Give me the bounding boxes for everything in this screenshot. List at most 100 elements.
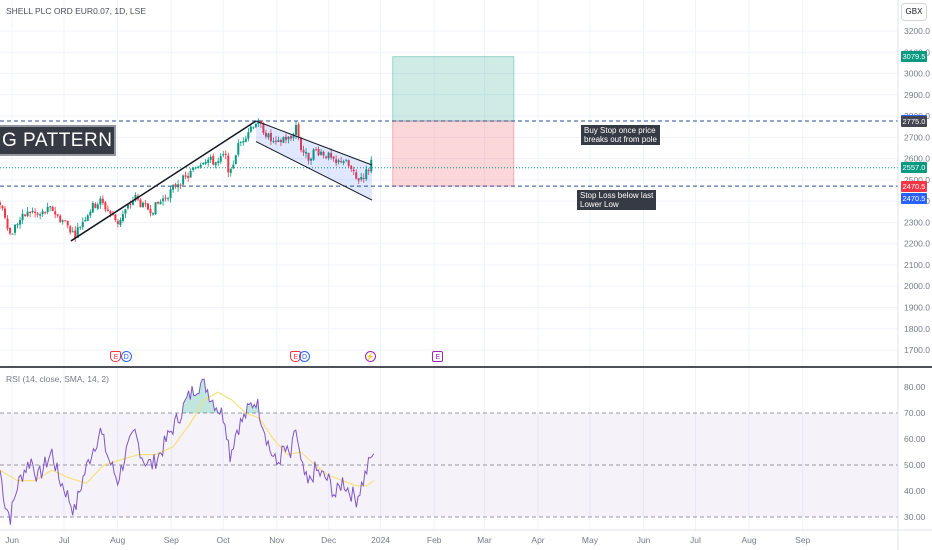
earnings-icon[interactable]: E <box>432 351 444 362</box>
candle-body <box>164 197 167 199</box>
flag-upper-line <box>255 120 373 166</box>
candle-body <box>367 169 370 171</box>
candle-body <box>267 133 270 138</box>
candle-body <box>172 184 175 190</box>
candle-body <box>121 214 124 221</box>
candle-body <box>0 202 1 205</box>
long-position-tool[interactable] <box>392 56 515 187</box>
candle-body <box>184 175 187 177</box>
price-levels <box>0 120 898 187</box>
candle-body <box>86 215 89 221</box>
flag-pattern-drawings[interactable] <box>70 120 373 242</box>
candle-body <box>46 206 49 213</box>
rsi-tick-label: 70.00 <box>904 408 926 418</box>
candle-body <box>357 178 360 181</box>
time-tick-label: Aug <box>742 535 757 545</box>
candle-body <box>159 201 162 205</box>
candle-body <box>16 224 19 226</box>
candle-body <box>322 151 325 156</box>
candle-body <box>249 126 252 132</box>
symbol-header: SHELL PLC ORD EUR0.07, 1D, LSE <box>6 6 146 16</box>
candle-body <box>194 167 197 169</box>
rsi-overbought-fill <box>0 379 374 413</box>
dividend-icon[interactable]: D <box>298 351 310 362</box>
candle-body <box>202 162 205 165</box>
candle-body <box>167 198 170 200</box>
price-tick-label: 2300.0 <box>904 217 930 227</box>
candle-body <box>126 204 129 209</box>
price-tick-label: 1900.0 <box>904 303 930 313</box>
candle-body <box>96 204 99 209</box>
candle-body <box>254 123 257 128</box>
candle-body <box>227 155 230 173</box>
candle-body <box>315 149 318 151</box>
candle-body <box>29 211 32 213</box>
rsi-tick-label: 80.00 <box>904 382 926 392</box>
candle-body <box>204 161 207 164</box>
price-tick-label: 2200.0 <box>904 239 930 249</box>
split-icon[interactable]: ⚡ <box>364 351 376 362</box>
time-tick-label: Aug <box>110 535 125 545</box>
price-tag: 2557.0 <box>901 162 927 174</box>
time-tick-label: Dec <box>321 535 337 545</box>
candle-body <box>69 226 72 233</box>
candle-body <box>262 122 265 134</box>
pattern-label[interactable]: G PATTERN <box>0 125 116 156</box>
candle-body <box>81 221 84 228</box>
price-grid <box>0 0 898 530</box>
flag-pole-line <box>70 120 257 242</box>
candle-body <box>207 159 210 163</box>
candle-body <box>365 169 368 180</box>
candle-body <box>277 140 280 143</box>
candle-body <box>274 140 277 142</box>
time-tick-label: Oct <box>217 535 231 545</box>
candle-body <box>247 132 250 139</box>
candle-body <box>282 137 285 143</box>
time-tick-label: Apr <box>531 535 544 545</box>
candle-body <box>154 202 157 215</box>
candle-body <box>51 206 54 212</box>
candle-body <box>197 166 200 169</box>
time-tick-label: May <box>582 535 599 545</box>
candle-body <box>76 227 79 238</box>
candle-body <box>94 203 97 208</box>
price-tick-label: 2900.0 <box>904 90 930 100</box>
candle-body <box>259 120 262 124</box>
candle-body <box>362 177 365 179</box>
time-tick-label: Jul <box>59 535 70 545</box>
candle-body <box>310 158 313 161</box>
currency-button[interactable]: GBX <box>901 3 927 21</box>
candle-body <box>182 175 185 185</box>
candle-body <box>239 141 242 143</box>
candle-body <box>332 156 335 159</box>
time-tick-label: Mar <box>477 535 492 545</box>
rsi-tick-label: 60.00 <box>904 434 926 444</box>
candle-body <box>11 233 14 235</box>
candle-body <box>295 125 298 135</box>
candle-body <box>111 214 114 216</box>
candle-body <box>49 206 52 208</box>
price-tick-label: 1700.0 <box>904 345 930 355</box>
stop-zone <box>392 120 515 187</box>
candle-body <box>116 221 119 224</box>
candle-body <box>222 154 225 156</box>
candle-body <box>297 124 300 138</box>
candle-body <box>342 161 345 163</box>
stop-loss-note[interactable]: Stop Loss below last Lower Low <box>577 190 657 210</box>
buy-stop-note[interactable]: Buy Stop once price breaks out from pole <box>581 125 660 145</box>
candlestick-series <box>0 118 373 242</box>
candle-body <box>232 164 235 169</box>
rsi-tick-label: 40.00 <box>904 486 926 496</box>
candle-body <box>104 202 107 210</box>
candle-body <box>56 214 59 216</box>
candle-body <box>289 136 292 139</box>
candle-body <box>79 226 82 228</box>
dividend-icon[interactable]: D <box>120 351 132 362</box>
candle-body <box>217 161 220 163</box>
rsi-tick-label: 30.00 <box>904 512 926 522</box>
candle-body <box>59 215 62 222</box>
candle-body <box>141 202 144 207</box>
price-tick-label: 2100.0 <box>904 260 930 270</box>
price-tick-label: 2600.0 <box>904 154 930 164</box>
